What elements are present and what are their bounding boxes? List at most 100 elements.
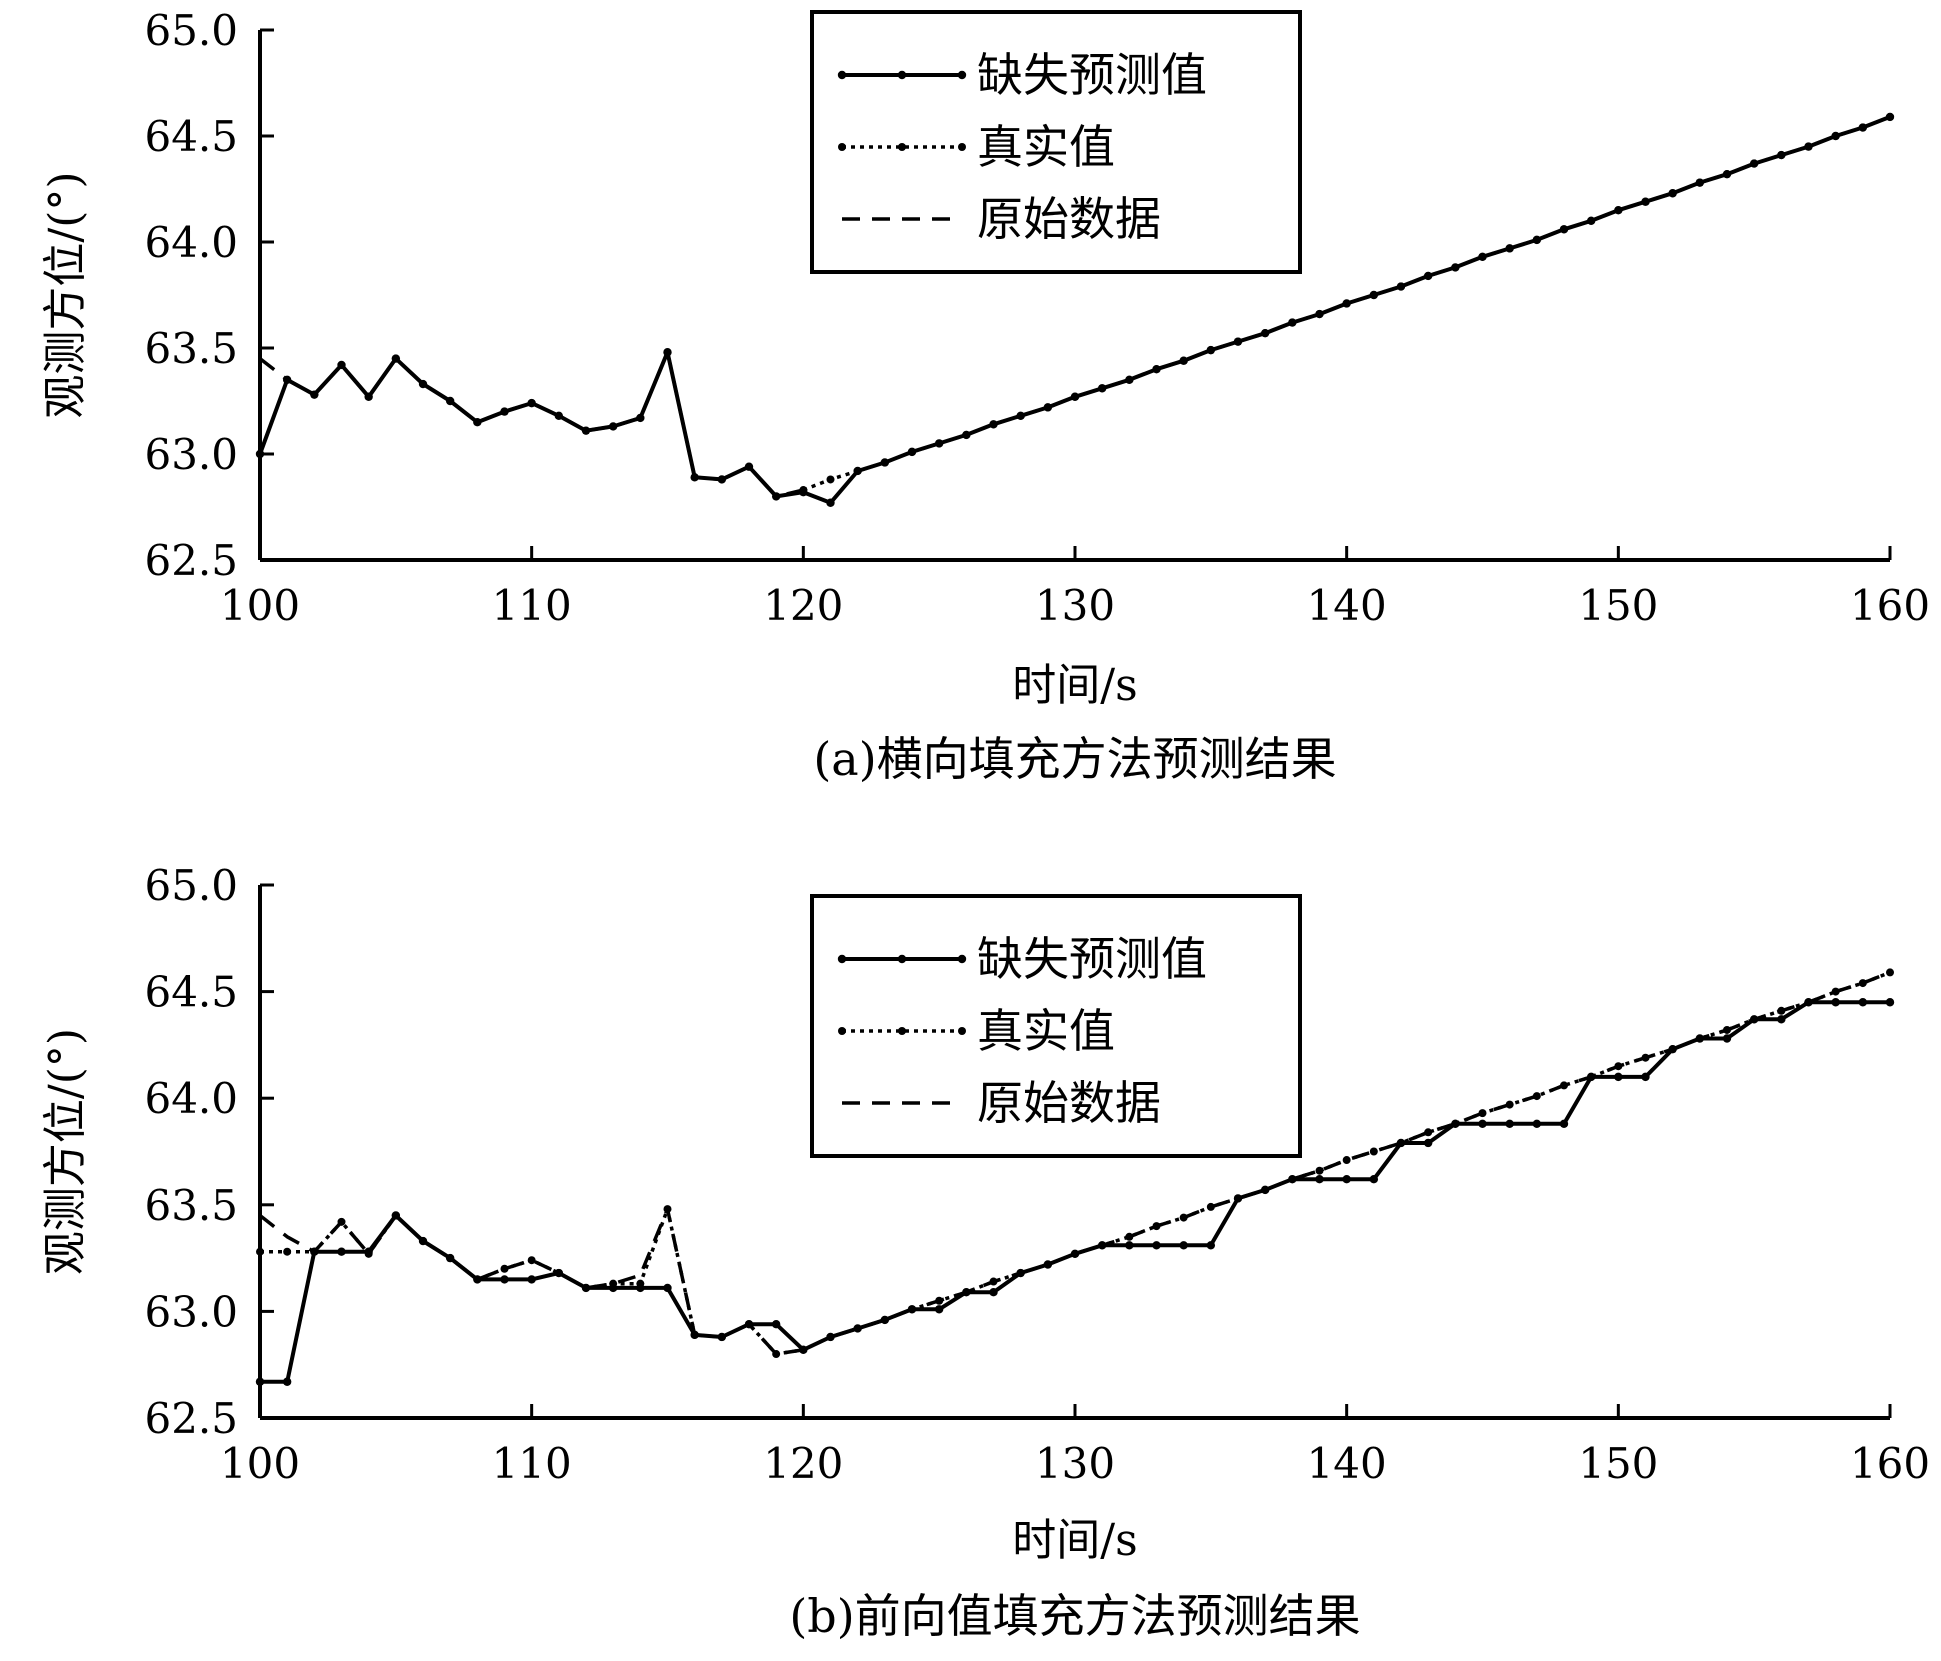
y-tick-label: 64.0	[144, 218, 238, 267]
data-point	[419, 1237, 427, 1246]
data-point	[527, 398, 536, 408]
series-original	[258, 970, 1891, 1356]
data-point	[283, 1247, 292, 1256]
data-point	[853, 466, 862, 475]
data-point	[1777, 1015, 1786, 1024]
data-point	[581, 426, 591, 435]
data-point	[1777, 151, 1786, 160]
data-point	[1641, 1072, 1650, 1082]
legend-marker	[958, 143, 966, 151]
x-tick-label: 110	[492, 581, 572, 630]
legend-marker	[958, 1027, 966, 1035]
data-point	[608, 422, 618, 431]
panel-caption: (b)前向值填充方法预测结果	[789, 1589, 1360, 1643]
y-tick-label: 63.0	[144, 430, 238, 479]
series-line	[258, 350, 804, 499]
y-tick-label: 65.0	[144, 6, 238, 55]
data-point	[1424, 271, 1433, 280]
x-tick-label: 120	[763, 1439, 843, 1488]
data-point	[1559, 1119, 1569, 1128]
data-point	[1451, 263, 1460, 272]
legend-marker	[898, 1027, 906, 1035]
legend-label: 真实值	[977, 120, 1115, 174]
x-tick-label: 110	[492, 1439, 572, 1488]
data-point	[1043, 403, 1052, 412]
data-point	[1152, 365, 1161, 374]
legend-label: 缺失预测值	[977, 48, 1207, 102]
data-point	[1397, 282, 1405, 291]
y-tick-label: 63.5	[144, 324, 238, 373]
y-tick-label: 64.5	[144, 968, 238, 1017]
x-tick-label: 150	[1578, 581, 1658, 630]
data-point	[500, 1275, 509, 1284]
legend-box	[810, 10, 1302, 274]
data-point	[1831, 132, 1840, 140]
y-tick-label: 63.5	[144, 1181, 238, 1230]
data-point	[527, 1256, 536, 1265]
legend-label: 缺失预测值	[977, 932, 1207, 986]
x-tick-label: 100	[220, 1439, 300, 1488]
data-point	[1315, 1175, 1324, 1184]
chart-panel-a: 100 110 120 130 140 150 160 62.5 63.0 63.5 64.0 64.…	[40, 6, 1930, 786]
data-point	[1369, 1147, 1378, 1156]
data-point	[1315, 310, 1324, 319]
data-point	[636, 413, 645, 423]
data-point	[1478, 1119, 1487, 1128]
x-tick-label: 130	[1035, 581, 1115, 630]
y-axis-title: 观测方位/(°)	[40, 1028, 91, 1275]
data-point	[256, 1247, 264, 1256]
data-point	[446, 1254, 455, 1263]
y-axis-title: 观测方位/(°)	[40, 171, 91, 418]
legend-marker	[898, 143, 906, 151]
data-point	[989, 420, 998, 429]
data-point	[962, 430, 971, 439]
legend-label: 真实值	[977, 1004, 1115, 1058]
data-point	[771, 1319, 781, 1329]
data-point	[1179, 1241, 1188, 1250]
data-point	[663, 1283, 672, 1293]
legend-marker	[957, 954, 967, 964]
data-point	[1016, 411, 1025, 420]
data-point	[1342, 299, 1351, 308]
x-tick-label: 120	[763, 581, 843, 630]
data-point	[772, 1350, 781, 1359]
data-point	[1423, 1138, 1433, 1148]
x-tick-label: 130	[1035, 1439, 1115, 1488]
data-point	[609, 1279, 618, 1288]
panel-caption: (a)横向填充方法预测结果	[813, 732, 1336, 786]
data-point	[880, 458, 889, 467]
data-point	[1723, 170, 1731, 179]
y-tick-label: 64.5	[144, 112, 238, 161]
legend-marker	[838, 1027, 846, 1035]
data-point	[1858, 998, 1868, 1007]
data-point	[1315, 1166, 1324, 1175]
data-point	[1886, 968, 1894, 977]
data-point	[1125, 375, 1134, 384]
legend-box	[810, 894, 1302, 1158]
data-point	[1125, 1241, 1134, 1250]
x-tick-label: 100	[220, 581, 300, 630]
data-point	[1587, 216, 1596, 225]
series-line	[802, 115, 1891, 492]
data-point	[1505, 1119, 1514, 1128]
data-point	[1722, 1034, 1732, 1043]
data-point	[1560, 225, 1568, 234]
data-point	[1831, 998, 1840, 1007]
data-point	[1886, 112, 1894, 121]
data-point	[1668, 189, 1677, 198]
legend-marker	[837, 954, 847, 964]
data-point	[1206, 1241, 1216, 1250]
data-point	[445, 396, 455, 406]
data-point	[1369, 291, 1378, 299]
x-tick-label: 150	[1578, 1439, 1658, 1488]
data-point	[1342, 1156, 1351, 1165]
data-point	[1234, 337, 1242, 346]
y-tick-label: 64.0	[144, 1074, 238, 1123]
data-point	[1206, 346, 1215, 355]
data-point	[500, 407, 509, 416]
x-axis-title: 时间/s	[1012, 1515, 1137, 1566]
y-tick-label: 62.5	[144, 1394, 238, 1443]
data-point	[1695, 178, 1704, 187]
data-point	[337, 1247, 346, 1256]
